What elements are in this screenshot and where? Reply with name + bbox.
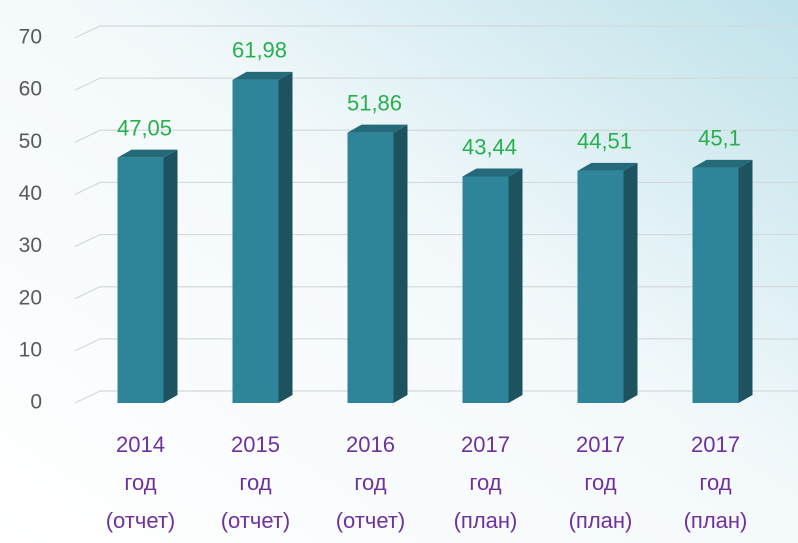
bar-top xyxy=(117,149,178,158)
y-tick-label: 10 xyxy=(19,338,42,361)
y-tick-label: 30 xyxy=(19,234,42,257)
bar-top xyxy=(232,71,293,80)
bar xyxy=(347,132,394,403)
y-tick-label: 0 xyxy=(30,391,42,414)
y-tick-label: 70 xyxy=(19,26,42,49)
grid-line xyxy=(74,129,798,143)
y-tick-label: 40 xyxy=(19,182,42,205)
x-tick-label: (отчет) xyxy=(221,508,291,533)
bar-side xyxy=(393,124,408,403)
data-label: 43,44 xyxy=(462,134,517,159)
x-tick-label: (план) xyxy=(684,508,748,533)
x-tick-label: (план) xyxy=(454,508,518,533)
x-tick-label: год xyxy=(239,470,271,495)
bar xyxy=(692,167,739,403)
bar xyxy=(232,79,279,403)
x-tick-label: 2015 xyxy=(231,432,280,457)
bar-side xyxy=(738,159,753,403)
x-tick-label: (отчет) xyxy=(336,508,406,533)
bar-top xyxy=(462,168,523,177)
x-tick-label: 2016 xyxy=(346,432,395,457)
grid-line xyxy=(74,25,798,39)
bar-top xyxy=(577,162,638,171)
bar-side xyxy=(278,71,293,403)
bar-side xyxy=(163,149,178,403)
x-tick-label: год xyxy=(469,470,501,495)
grid-line xyxy=(74,390,798,404)
data-label: 44,51 xyxy=(577,129,632,154)
x-tick-label: год xyxy=(699,470,731,495)
x-tick-label: год xyxy=(124,470,156,495)
x-tick-label: (план) xyxy=(569,508,633,533)
bar xyxy=(577,170,624,403)
grid-line xyxy=(74,233,798,248)
data-label: 47,05 xyxy=(117,115,172,140)
bar xyxy=(117,157,164,403)
x-tick-label: 2017 xyxy=(691,432,740,457)
x-tick-label: (отчет) xyxy=(106,508,176,533)
grid-line xyxy=(74,77,798,91)
x-tick-label: год xyxy=(354,470,386,495)
bar-side xyxy=(623,162,638,403)
data-label: 45,1 xyxy=(698,126,741,151)
bar-top xyxy=(692,159,753,168)
grid-line xyxy=(74,286,798,300)
bar xyxy=(462,176,509,403)
grid-line xyxy=(74,338,798,352)
x-tick-label: 2014 xyxy=(116,432,165,457)
y-tick-label: 50 xyxy=(19,130,42,153)
x-tick-label: 2017 xyxy=(576,432,625,457)
y-tick-label: 20 xyxy=(19,286,42,309)
bar-top xyxy=(347,124,408,133)
x-tick-label: год xyxy=(584,470,616,495)
x-tick-label: 2017 xyxy=(461,432,510,457)
y-tick-label: 60 xyxy=(19,78,42,101)
bar-side xyxy=(508,168,523,403)
grid-line xyxy=(74,181,798,195)
data-label: 61,98 xyxy=(232,38,287,63)
data-label: 51,86 xyxy=(347,90,402,115)
